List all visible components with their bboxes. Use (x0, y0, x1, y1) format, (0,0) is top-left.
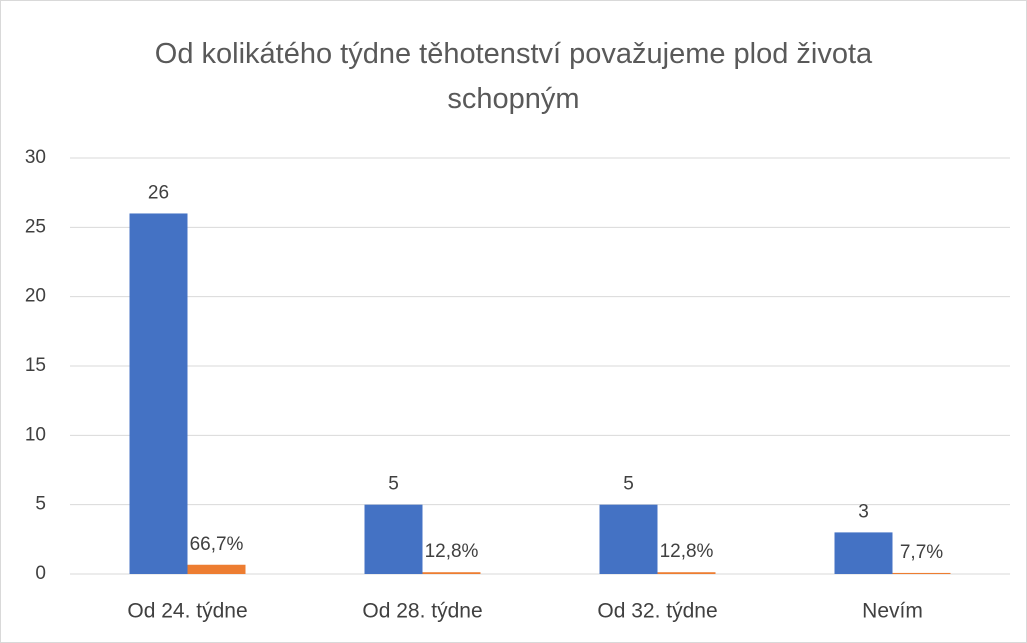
data-label: 12,8% (660, 541, 714, 562)
y-tick-label: 25 (25, 216, 46, 237)
data-label: 5 (388, 474, 399, 495)
bar (422, 572, 481, 574)
y-tick-label: 15 (25, 355, 46, 376)
y-tick-label: 30 (25, 147, 46, 168)
y-tick-label: 0 (35, 563, 46, 584)
y-tick-label: 20 (25, 286, 46, 307)
data-label: 66,7% (190, 534, 244, 555)
data-label: 7,7% (900, 542, 943, 563)
data-label: 5 (623, 474, 634, 495)
data-label: 12,8% (425, 541, 479, 562)
data-label: 3 (858, 501, 869, 522)
bar (892, 572, 951, 574)
bar (834, 532, 893, 574)
x-tick-label: Od 28. týdne (362, 600, 482, 623)
bar (187, 564, 246, 574)
y-tick-label: 5 (35, 494, 46, 515)
x-tick-label: Od 24. týdne (127, 600, 247, 623)
bar (364, 504, 423, 574)
chart-title: Od kolikátého týdne těhotenství považuje… (154, 38, 873, 115)
x-tick-label: Nevím (862, 600, 923, 623)
bar (657, 572, 716, 574)
bar (129, 213, 188, 574)
data-label: 26 (148, 182, 169, 203)
bar (599, 504, 658, 574)
y-tick-label: 10 (25, 424, 46, 445)
x-tick-label: Od 32. týdne (597, 600, 717, 623)
